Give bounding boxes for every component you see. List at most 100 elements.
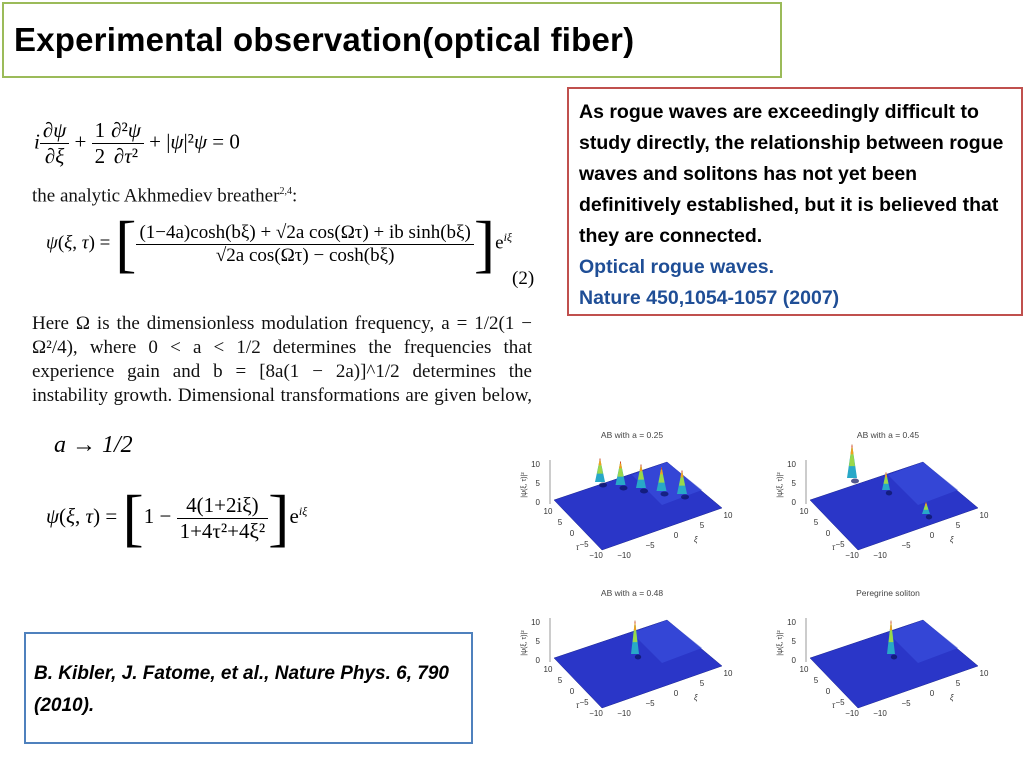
tau-axis-label: τ bbox=[832, 701, 836, 710]
z-tick-label: 0 bbox=[536, 656, 541, 665]
ab-denominator: √2a cos(Ωτ) − cosh(bξ) bbox=[136, 243, 474, 267]
tau-axis-label: τ bbox=[576, 701, 580, 710]
tau-tick-label: 0 bbox=[826, 687, 831, 696]
surface-peak bbox=[656, 467, 669, 497]
tau-axis-label: τ bbox=[576, 543, 580, 552]
tau-tick-label: −5 bbox=[835, 540, 845, 549]
peregrine-numerator: 4(1+2iξ) bbox=[186, 492, 259, 517]
paper-paragraph: Here Ω is the dimensionless modulation f… bbox=[32, 313, 532, 406]
limit-expression: a → 1/2 bbox=[54, 432, 133, 458]
surface-peak bbox=[677, 470, 689, 500]
xi-tick-label: 0 bbox=[930, 531, 935, 540]
z-tick-label: 0 bbox=[792, 498, 797, 507]
xi-tick-label: −10 bbox=[873, 551, 887, 560]
title-box: Experimental observation(optical fiber) bbox=[2, 2, 782, 78]
z-axis-label: |ψ(ξ, τ)|² bbox=[521, 630, 528, 656]
tau-tick-label: 10 bbox=[800, 665, 809, 674]
xi-tick-label: 10 bbox=[980, 669, 989, 678]
tau-tick-label: 0 bbox=[826, 529, 831, 538]
quote-ref-title: Optical rogue waves. bbox=[579, 256, 775, 278]
quote-text: As rogue waves are exceedingly difficult… bbox=[579, 101, 1004, 247]
xi-tick-label: −5 bbox=[645, 699, 655, 708]
plot-ab-045: AB with a = 0.45 10 5 0 |ψ(ξ, τ)|² 10 5 0 −5 −10 τ… bbox=[768, 430, 1008, 580]
surface-peak bbox=[882, 472, 893, 496]
surface-shade bbox=[888, 620, 958, 663]
reference-box: B. Kibler, J. Fatome, et al., Nature Phy… bbox=[24, 632, 473, 744]
z-tick-label: 5 bbox=[792, 637, 797, 646]
tau-tick-label: −5 bbox=[579, 698, 589, 707]
xi-tick-label: 5 bbox=[700, 521, 705, 530]
z-tick-label: 10 bbox=[787, 460, 796, 469]
xi-tick-label: 0 bbox=[930, 689, 935, 698]
tau-tick-label: −10 bbox=[845, 551, 859, 560]
z-tick-label: 0 bbox=[536, 498, 541, 507]
z-axis-label: |ψ(ξ, τ)|² bbox=[521, 472, 528, 498]
xi-axis-label: ξ bbox=[694, 693, 698, 702]
tau-tick-label: 5 bbox=[814, 676, 819, 685]
tau-tick-label: 10 bbox=[544, 507, 553, 516]
z-tick-label: 5 bbox=[536, 637, 541, 646]
akhmediev-equation: ψ(ξ, τ) = [(1−4a)cosh(bξ) + √2a cos(Ωτ) … bbox=[46, 208, 513, 279]
xi-tick-label: −10 bbox=[873, 709, 887, 718]
surface-peak bbox=[847, 444, 859, 484]
xi-axis-label: ξ bbox=[950, 535, 954, 544]
z-tick-label: 5 bbox=[536, 479, 541, 488]
tau-axis-label: τ bbox=[832, 543, 836, 552]
quote-box: As rogue waves are exceedingly difficult… bbox=[567, 87, 1023, 316]
plot-title: AB with a = 0.25 bbox=[600, 430, 664, 440]
plot-ab-048: AB with a = 0.48 10 5 0 |ψ(ξ, τ)|² 10 5 0 −5 −10 τ… bbox=[512, 588, 752, 738]
tau-tick-label: 5 bbox=[558, 518, 563, 527]
breather-intro: the analytic Akhmediev breather2,4: bbox=[32, 185, 298, 207]
xi-tick-label: 5 bbox=[956, 521, 961, 530]
tau-tick-label: 0 bbox=[570, 687, 575, 696]
equation-number: (2) bbox=[512, 268, 535, 289]
surface-shade bbox=[632, 462, 702, 505]
tau-tick-label: −10 bbox=[845, 709, 859, 718]
tau-tick-label: −10 bbox=[589, 709, 603, 718]
xi-tick-label: 0 bbox=[674, 531, 679, 540]
xi-tick-label: −5 bbox=[901, 699, 911, 708]
plot-title: AB with a = 0.48 bbox=[600, 588, 664, 598]
nls-equation: i ∂ψ ∂ξ + 1 2 ∂²ψ ∂τ² + |ψ|²ψ = 0 bbox=[34, 118, 240, 168]
tau-tick-label: 0 bbox=[570, 529, 575, 538]
ab-numerator: (1−4a)cosh(bξ) + √2a cos(Ωτ) + ib sinh(b… bbox=[139, 221, 471, 243]
xi-tick-label: 10 bbox=[724, 669, 733, 678]
tau-tick-label: 10 bbox=[800, 507, 809, 516]
tau-tick-label: 10 bbox=[544, 665, 553, 674]
quote-ref-citation: Nature 450,1054-1057 (2007) bbox=[579, 287, 840, 309]
xi-tick-label: 0 bbox=[674, 689, 679, 698]
xi-tick-label: 5 bbox=[956, 679, 961, 688]
surface-peak bbox=[887, 620, 898, 660]
peregrine-denominator: 1+4τ²+4ξ² bbox=[176, 517, 269, 544]
z-tick-label: 5 bbox=[792, 479, 797, 488]
xi-tick-label: −5 bbox=[645, 541, 655, 550]
surface-peak bbox=[615, 461, 628, 491]
z-tick-label: 10 bbox=[531, 618, 540, 627]
surface-shade bbox=[632, 620, 702, 663]
tau-tick-label: −10 bbox=[589, 551, 603, 560]
tau-tick-label: 5 bbox=[814, 518, 819, 527]
xi-tick-label: 5 bbox=[700, 679, 705, 688]
plot-title: AB with a = 0.45 bbox=[856, 430, 920, 440]
surface-shade bbox=[888, 462, 958, 505]
surface-peak bbox=[922, 502, 933, 520]
xi-tick-label: 10 bbox=[724, 511, 733, 520]
xi-tick-label: 10 bbox=[980, 511, 989, 520]
reference-text: B. Kibler, J. Fatome, et al., Nature Phy… bbox=[34, 663, 449, 716]
xi-axis-label: ξ bbox=[694, 535, 698, 544]
xi-tick-label: −10 bbox=[617, 551, 631, 560]
z-tick-label: 10 bbox=[531, 460, 540, 469]
z-axis-label: |ψ(ξ, τ)|² bbox=[777, 630, 784, 656]
xi-axis-label: ξ bbox=[950, 693, 954, 702]
surface-peak bbox=[636, 464, 648, 494]
tau-tick-label: 5 bbox=[558, 676, 563, 685]
tau-tick-label: −5 bbox=[835, 698, 845, 707]
plot-title: Peregrine soliton bbox=[856, 588, 920, 598]
slide-title: Experimental observation(optical fiber) bbox=[14, 21, 635, 58]
xi-tick-label: −5 bbox=[901, 541, 911, 550]
peregrine-equation: ψ(ξ, τ) = [1 − 4(1+2iξ) 1+4τ²+4ξ²]eiξ bbox=[46, 482, 308, 553]
plot-peregrine: Peregrine soliton 10 5 0 |ψ(ξ, τ)|² 10 5 0 −5 −10… bbox=[768, 588, 1008, 738]
tau-tick-label: −5 bbox=[579, 540, 589, 549]
surface-peak bbox=[631, 620, 642, 660]
xi-tick-label: −10 bbox=[617, 709, 631, 718]
